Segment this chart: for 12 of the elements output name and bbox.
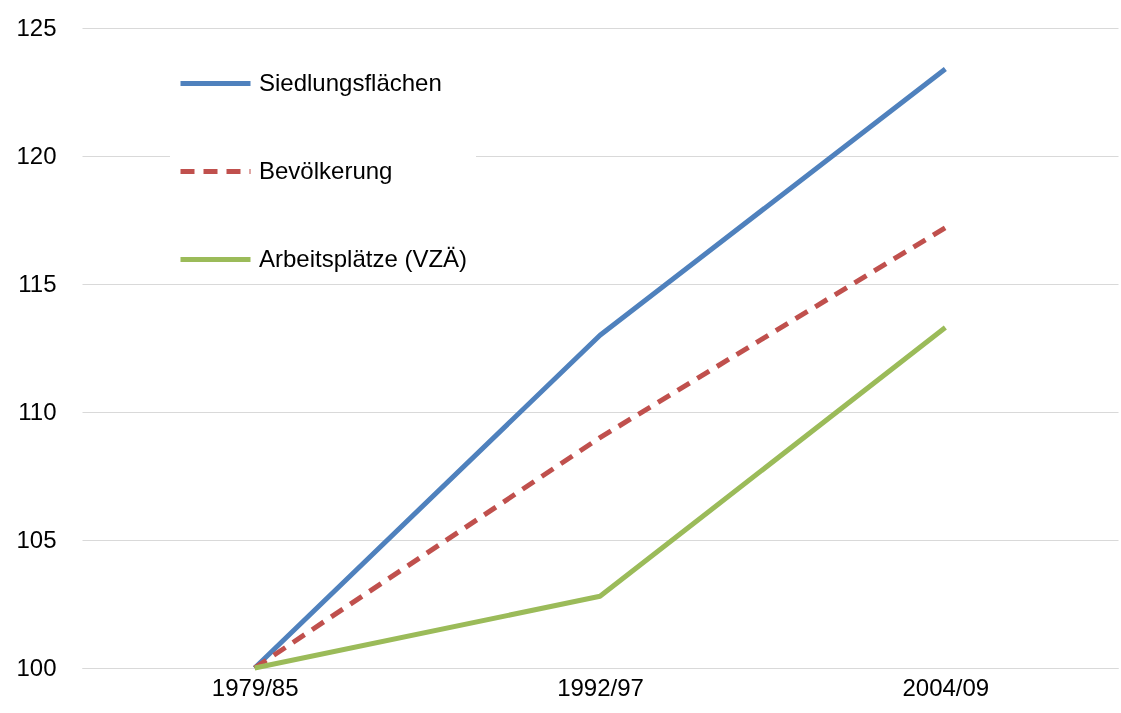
legend-label: Bevölkerung (259, 156, 393, 184)
x-tick-label: 1992/97 (557, 673, 644, 701)
x-tick-label: 2004/09 (902, 673, 990, 701)
y-tick-label: 120 (16, 141, 57, 169)
y-tick-label: 115 (18, 269, 57, 297)
y-tick-label: 125 (16, 13, 57, 41)
y-tick-label: 110 (18, 397, 57, 425)
y-tick-label: 105 (16, 525, 57, 553)
legend-label: Siedlungsflächen (259, 68, 442, 96)
legend-label: Arbeitsplätze (VZÄ) (259, 244, 468, 272)
x-tick-label: 1979/85 (211, 673, 299, 701)
y-tick-label: 100 (16, 653, 57, 681)
